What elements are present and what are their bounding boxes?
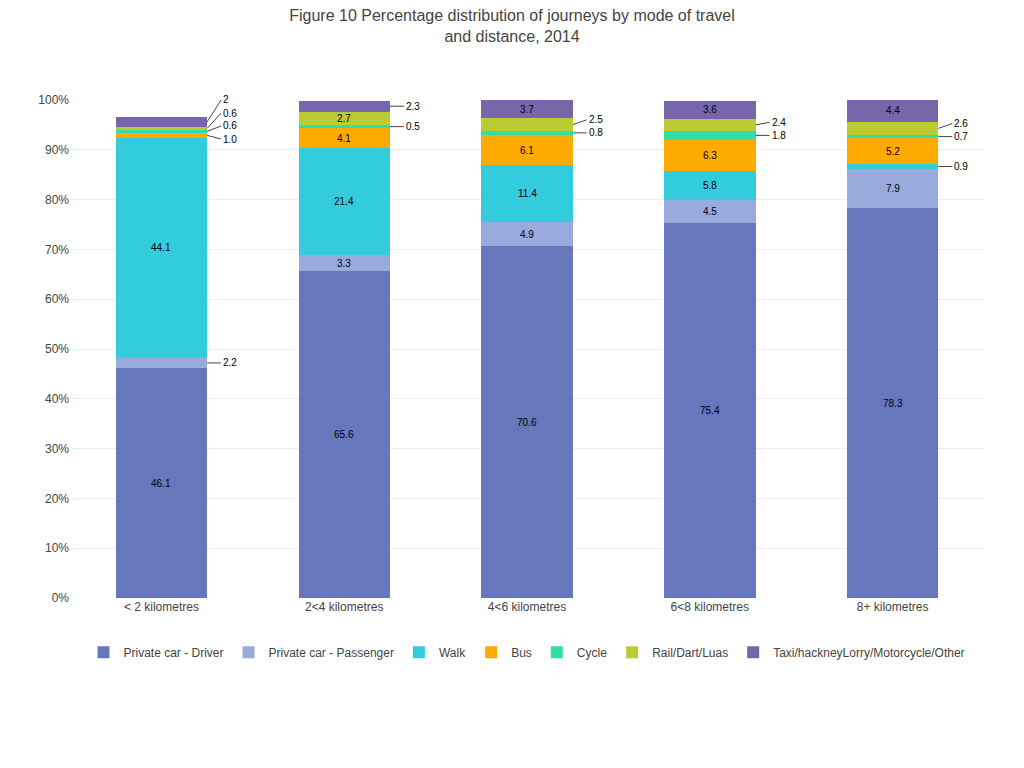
svg-text:50%: 50% xyxy=(45,342,69,356)
svg-text:5.8: 5.8 xyxy=(703,180,717,191)
svg-text:90%: 90% xyxy=(45,143,69,157)
svg-text:4.9: 4.9 xyxy=(520,229,534,240)
svg-text:2.6: 2.6 xyxy=(954,118,968,129)
svg-text:1.0: 1.0 xyxy=(223,134,237,145)
svg-text:2.7: 2.7 xyxy=(337,113,351,124)
svg-text:60%: 60% xyxy=(45,292,69,306)
svg-text:6<8 kilometres: 6<8 kilometres xyxy=(671,600,749,614)
svg-text:6.3: 6.3 xyxy=(703,150,717,161)
svg-text:4<6 kilometres: 4<6 kilometres xyxy=(488,600,566,614)
svg-text:2.2: 2.2 xyxy=(223,357,237,368)
svg-text:Private car - Driver: Private car - Driver xyxy=(124,646,224,660)
svg-text:4.5: 4.5 xyxy=(703,206,717,217)
svg-text:2: 2 xyxy=(223,94,229,105)
svg-text:80%: 80% xyxy=(45,193,69,207)
svg-text:70.6: 70.6 xyxy=(517,417,537,428)
svg-text:10%: 10% xyxy=(45,541,69,555)
svg-text:20%: 20% xyxy=(45,492,69,506)
svg-text:2.5: 2.5 xyxy=(589,114,603,125)
svg-text:44.1: 44.1 xyxy=(151,242,171,253)
svg-text:8+ kilometres: 8+ kilometres xyxy=(857,600,929,614)
svg-text:78.3: 78.3 xyxy=(883,398,903,409)
svg-text:0%: 0% xyxy=(52,591,70,605)
svg-text:4.4: 4.4 xyxy=(886,105,900,116)
svg-text:100%: 100% xyxy=(38,93,69,107)
svg-text:2.4: 2.4 xyxy=(772,117,786,128)
svg-text:Cycle: Cycle xyxy=(577,646,607,660)
svg-text:0.7: 0.7 xyxy=(954,131,968,142)
svg-text:0.9: 0.9 xyxy=(954,161,968,172)
svg-text:21.4: 21.4 xyxy=(334,196,354,207)
svg-text:< 2 kilometres: < 2 kilometres xyxy=(124,600,199,614)
svg-text:0.5: 0.5 xyxy=(406,121,420,132)
svg-text:70%: 70% xyxy=(45,243,69,257)
svg-text:30%: 30% xyxy=(45,442,69,456)
svg-text:75.4: 75.4 xyxy=(700,405,720,416)
svg-text:4.1: 4.1 xyxy=(337,133,351,144)
svg-text:0.8: 0.8 xyxy=(589,127,603,138)
svg-text:11.4: 11.4 xyxy=(518,188,537,199)
svg-text:46.1: 46.1 xyxy=(151,478,171,489)
svg-text:1.8: 1.8 xyxy=(772,130,786,141)
svg-text:Bus: Bus xyxy=(511,646,532,660)
svg-text:40%: 40% xyxy=(45,392,69,406)
svg-text:5.2: 5.2 xyxy=(886,146,900,157)
svg-text:Figure 10 Percentage distribut: Figure 10 Percentage distribution of jou… xyxy=(289,7,735,45)
svg-text:Private car - Passenger: Private car - Passenger xyxy=(269,646,394,660)
svg-text:Walk: Walk xyxy=(439,646,466,660)
svg-text:3.3: 3.3 xyxy=(337,258,351,269)
svg-text:7.9: 7.9 xyxy=(886,183,900,194)
svg-text:6.1: 6.1 xyxy=(520,145,534,156)
svg-text:2.3: 2.3 xyxy=(406,101,420,112)
svg-text:2<4 kilometres: 2<4 kilometres xyxy=(305,600,383,614)
svg-text:3.7: 3.7 xyxy=(520,104,534,115)
svg-text:65.6: 65.6 xyxy=(334,429,354,440)
svg-text:0.6: 0.6 xyxy=(223,120,237,131)
svg-text:3.6: 3.6 xyxy=(703,104,717,115)
svg-text:Taxi/hackneyLorry/Motorcycle/O: Taxi/hackneyLorry/Motorcycle/Other xyxy=(773,646,964,660)
svg-text:Rail/Dart/Luas: Rail/Dart/Luas xyxy=(652,646,728,660)
svg-text:0.6: 0.6 xyxy=(223,108,237,119)
